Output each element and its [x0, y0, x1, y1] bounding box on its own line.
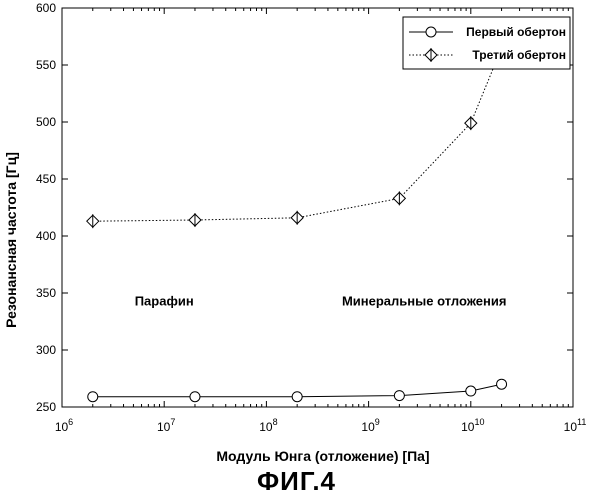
y-tick-label: 450 — [36, 172, 56, 186]
marker-circle — [426, 27, 436, 37]
x-tick-label: 107 — [157, 417, 175, 434]
data-point — [189, 213, 201, 227]
legend-label: Третий обертон — [472, 48, 566, 62]
y-tick-label: 350 — [36, 286, 56, 300]
data-point — [393, 191, 405, 205]
y-tick-label: 600 — [36, 1, 56, 15]
legend: Первый обертон Третий обертон — [403, 17, 570, 69]
data-point — [292, 392, 302, 402]
y-tick-label: 300 — [36, 343, 56, 357]
y-axis-label: Резонансная частота [Гц] — [3, 152, 19, 328]
data-point — [497, 379, 507, 389]
data-point — [87, 214, 99, 228]
x-tick-label: 1010 — [461, 417, 484, 434]
x-tick-label: 108 — [259, 417, 277, 434]
series-line — [93, 48, 502, 221]
marker-circle — [497, 379, 507, 389]
legend-label: Первый обертон — [466, 25, 566, 39]
annotation-label: Минеральные отложения — [342, 294, 507, 309]
series-1 — [88, 379, 507, 402]
y-tick-label: 500 — [36, 115, 56, 129]
data-point — [394, 391, 404, 401]
series-layer — [87, 41, 508, 402]
legend-item-1: Первый обертон — [409, 25, 566, 39]
y-tick-label: 550 — [36, 58, 56, 72]
x-tick-label: 1011 — [564, 417, 587, 434]
figure-caption: ФИГ.4 — [0, 466, 593, 497]
x-axis-label: Модуль Юнга (отложение) [Па] — [216, 448, 429, 464]
data-point — [291, 211, 303, 225]
legend-item-2: Третий обертон — [409, 48, 566, 62]
annotation-label: Парафин — [135, 294, 194, 309]
data-point — [88, 392, 98, 402]
marker-circle — [466, 386, 476, 396]
x-tick-label: 109 — [361, 417, 379, 434]
annotation-layer: Парафин Минеральные отложения — [135, 294, 507, 309]
y-tick-label: 250 — [36, 400, 56, 414]
x-axis: 106 107 108 109 1010 1011 — [55, 8, 587, 434]
y-tick-label: 400 — [36, 229, 56, 243]
marker-circle — [88, 392, 98, 402]
marker-circle — [394, 391, 404, 401]
data-point — [465, 116, 477, 130]
data-point — [190, 392, 200, 402]
chart: 106 107 108 109 1010 1011 250 300 350 400 450 500 5… — [0, 0, 593, 465]
marker-circle — [292, 392, 302, 402]
x-tick-label: 106 — [55, 417, 73, 434]
marker-circle — [190, 392, 200, 402]
data-point — [466, 386, 476, 396]
